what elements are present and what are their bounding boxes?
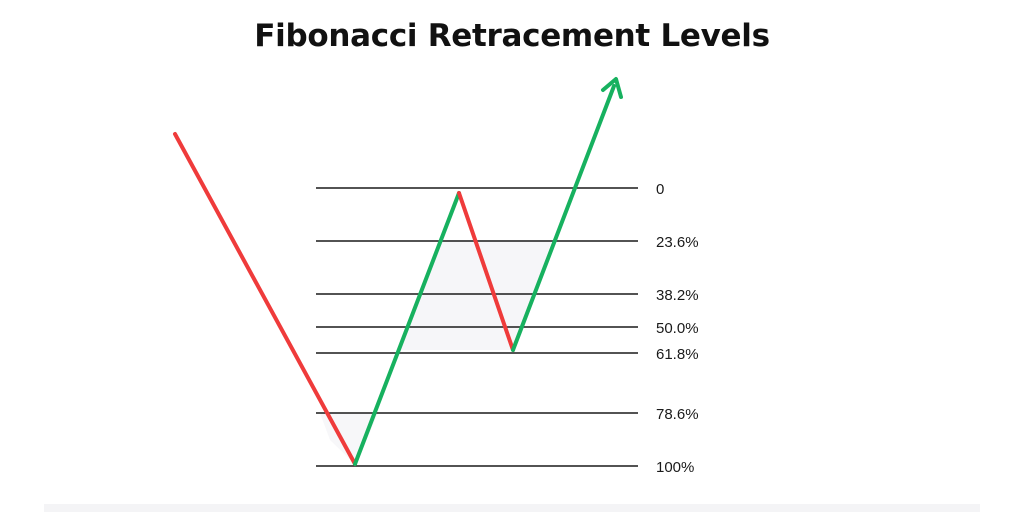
uptrend-line — [353, 191, 461, 466]
level-labels: 0 23.6% 38.2% 50.0% 61.8% 78.6% 100% — [656, 181, 699, 476]
footer-band — [44, 504, 980, 512]
diagram-title: Fibonacci Retracement Levels — [254, 18, 770, 54]
level-label: 23.6% — [656, 234, 699, 251]
level-label: 100% — [656, 459, 694, 476]
level-label: 0 — [656, 181, 664, 198]
lower-zone — [320, 413, 378, 465]
downtrend-line — [173, 132, 357, 466]
retracement-line — [457, 191, 515, 352]
level-label: 50.0% — [656, 320, 699, 337]
level-label: 78.6% — [656, 406, 699, 423]
retracement-zone — [400, 240, 552, 350]
continuation-line — [511, 84, 616, 352]
arrow-up-right-icon — [601, 77, 623, 99]
level-label: 61.8% — [656, 346, 699, 363]
level-label: 38.2% — [656, 287, 699, 304]
